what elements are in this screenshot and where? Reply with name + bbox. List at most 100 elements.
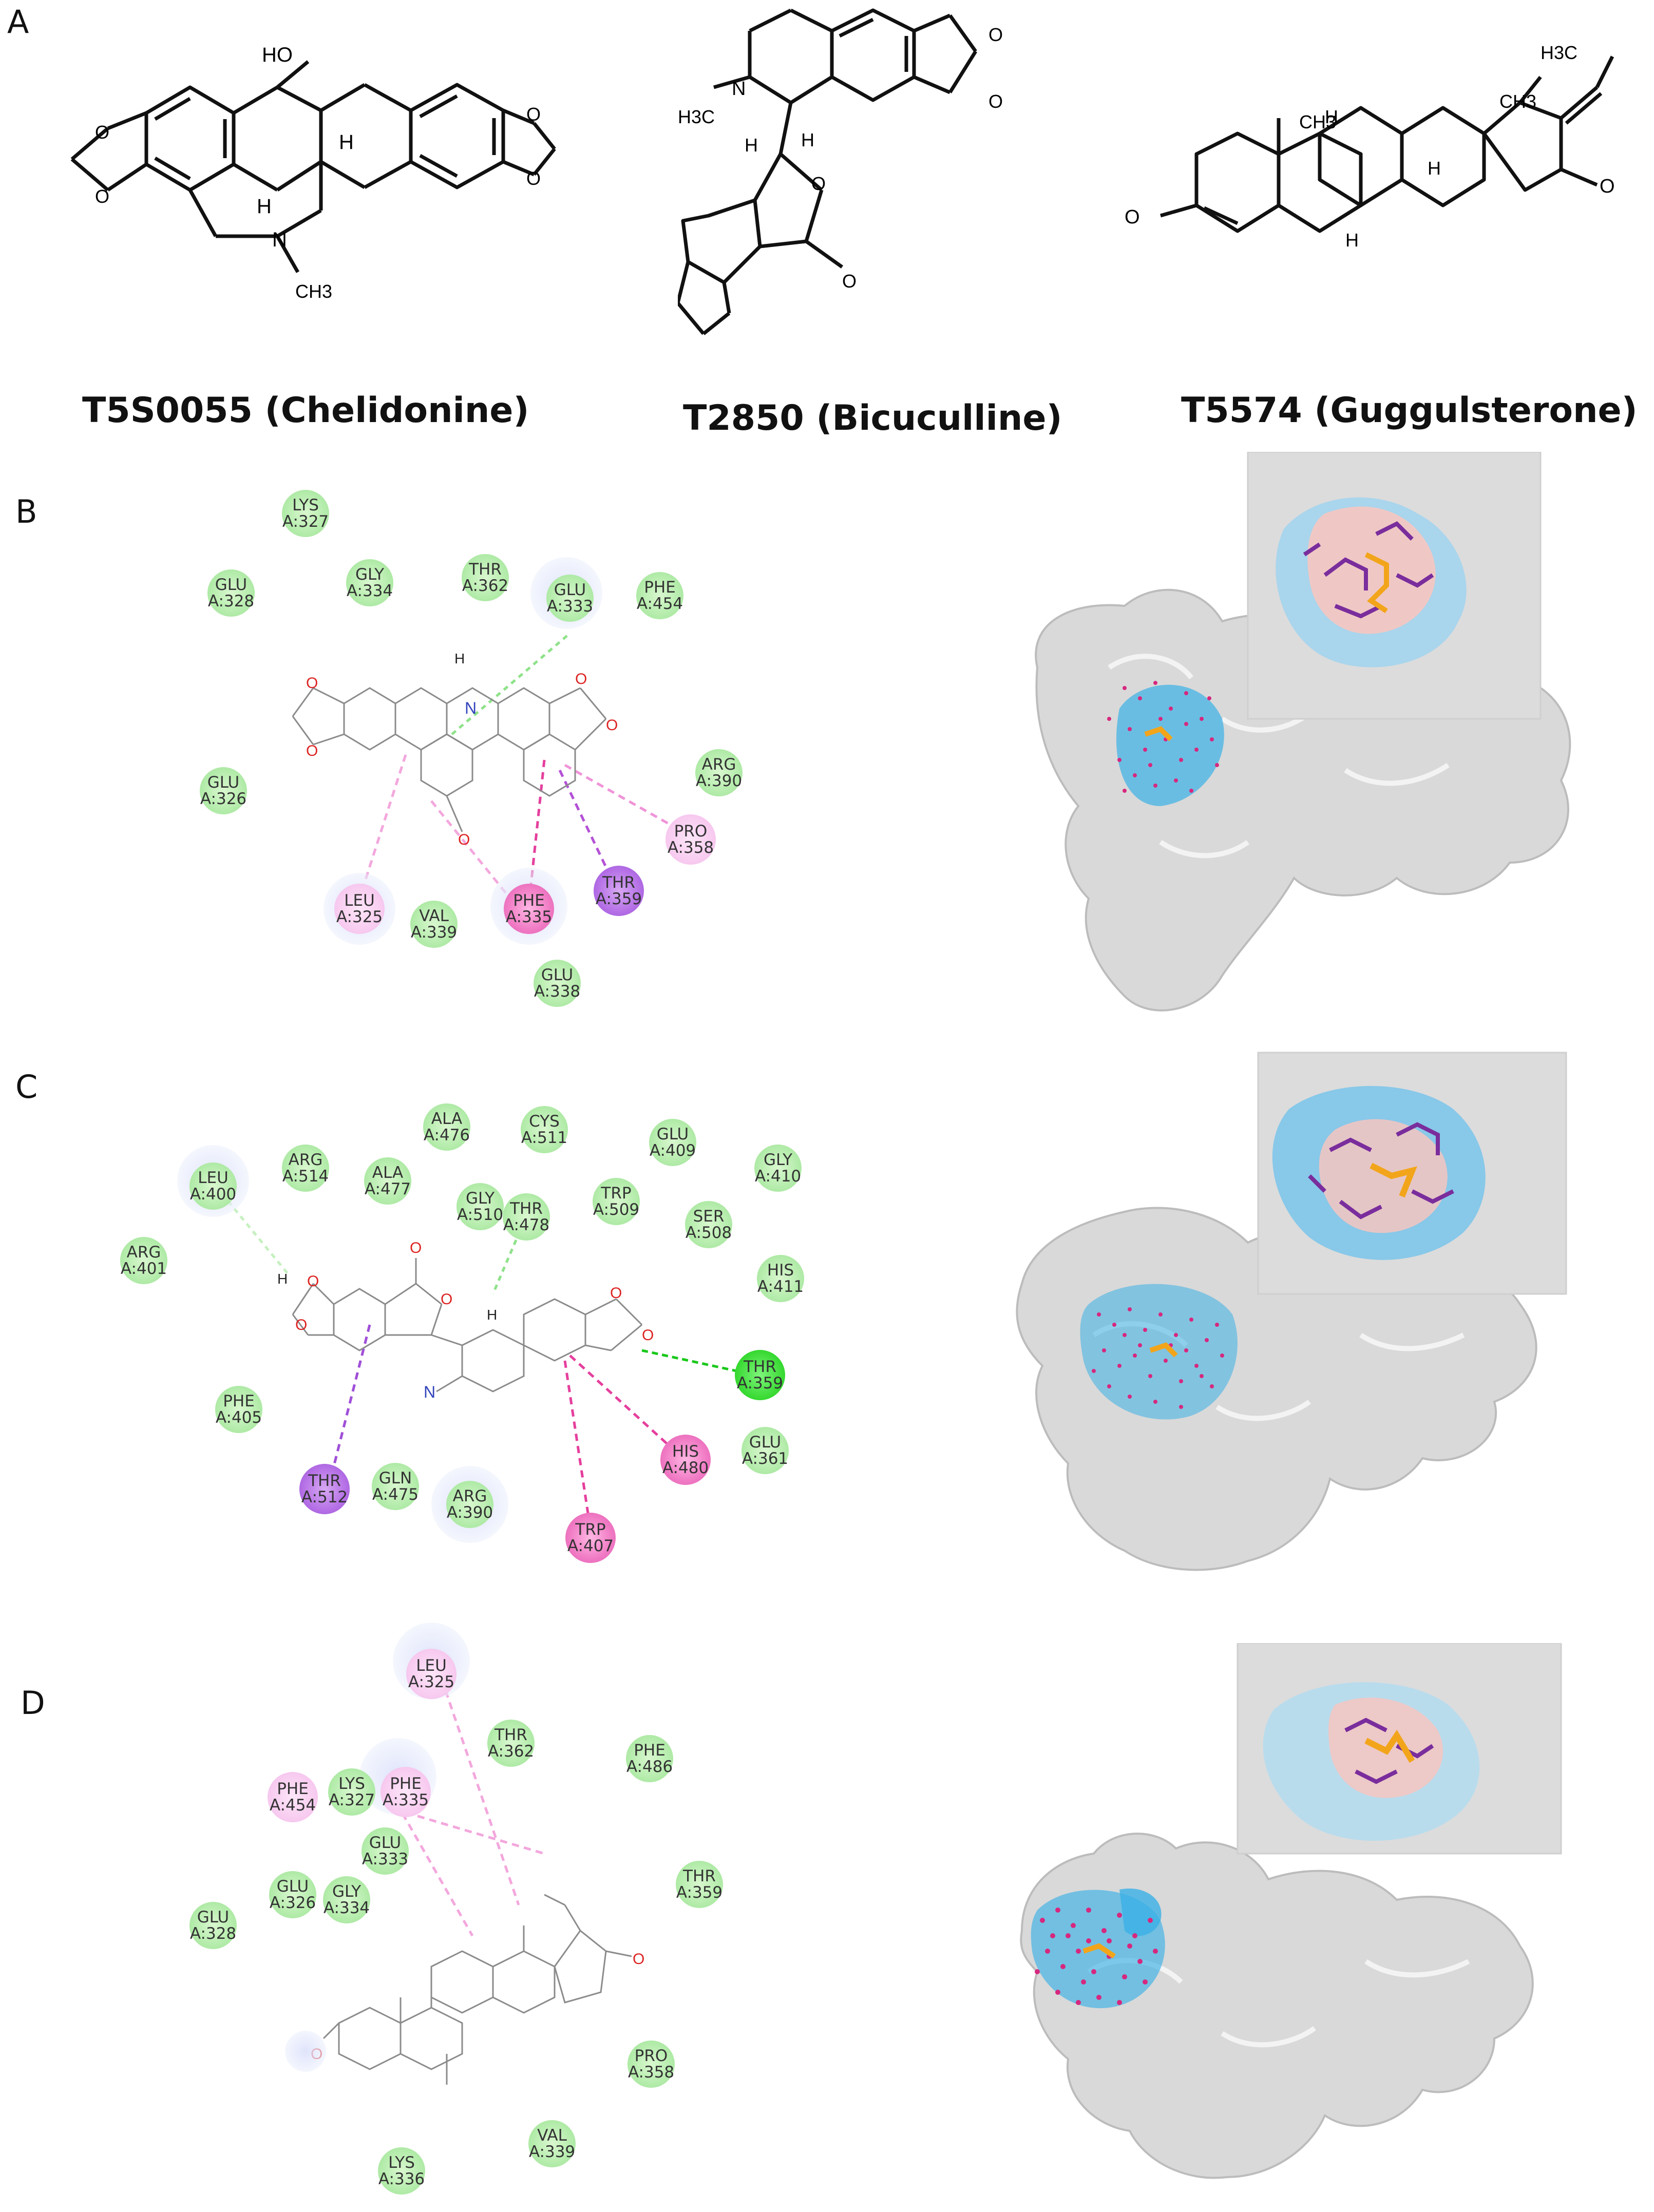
residue-thr-512: THR A:512	[299, 1464, 350, 1514]
guggulsterone-ch3-a-label: CH3	[1299, 111, 1336, 132]
panel-label-b: B	[15, 493, 37, 530]
residue-val-339: VAL A:339	[410, 901, 458, 948]
bicuculline-o1-label: O	[988, 24, 1003, 45]
residue-thr-359: THR A:359	[594, 866, 644, 916]
chelidonine-structure: HO H H N CH3 O O O O	[70, 44, 556, 302]
residue-phe-454: PHE A:454	[268, 1772, 318, 1822]
residue-glu-333: GLU A:333	[546, 575, 594, 622]
residue-cys-511: CYS A:511	[521, 1106, 568, 1153]
ligand-b-h-label: H	[454, 651, 465, 666]
guggulsterone-o1-label: O	[1125, 206, 1140, 228]
residue-ala-476: ALA A:476	[423, 1103, 470, 1151]
guggulsterone-h1-label: H	[1325, 106, 1338, 127]
residue-glu-409: GLU A:409	[649, 1119, 696, 1166]
residue-thr-362: THR A:362	[487, 1720, 535, 1767]
residue-arg-514: ARG A:514	[282, 1145, 329, 1192]
residue-thr-359: THR A:359	[676, 1861, 723, 1908]
residue-thr-359: THR A:359	[735, 1350, 785, 1400]
residue-trp-407: TRP A:407	[565, 1513, 616, 1563]
residue-arg-390: ARG A:390	[695, 749, 743, 796]
chelidonine-o4-label: O	[526, 168, 541, 189]
residue-val-339: VAL A:339	[528, 2120, 576, 2167]
chelidonine-h2-label: H	[257, 195, 272, 218]
caption-guggulsterone-id: T5574	[1181, 390, 1302, 431]
caption-bicuculline-name: (Bicuculline)	[816, 398, 1062, 438]
svg-text:O: O	[410, 1240, 422, 1256]
caption-chelidonine: T5S0055 (Chelidonine)	[82, 390, 529, 431]
guggulsterone-h2-label: H	[1428, 158, 1441, 179]
svg-text:O: O	[458, 831, 470, 848]
residue-phe-405: PHE A:405	[215, 1386, 262, 1433]
ligand-map-d: OO	[311, 1679, 644, 2085]
residue-glu-361: GLU A:361	[742, 1427, 789, 1474]
residue-glu-326: GLU A:326	[200, 767, 247, 814]
chelidonine-h1-label: H	[339, 131, 354, 154]
chelidonine-o2-label: O	[95, 186, 109, 207]
residue-leu-400: LEU A:400	[189, 1162, 237, 1210]
residue-lys-327: LYS A:327	[328, 1768, 375, 1816]
residue-leu-325: LEU A:325	[334, 884, 385, 934]
residue-gly-510: GLY A:510	[457, 1183, 504, 1230]
guggulsterone-o2-label: O	[1600, 176, 1615, 197]
halo	[285, 2031, 326, 2072]
panel-label-c: C	[15, 1068, 38, 1105]
ligand-c-n-label: N	[424, 1383, 435, 1401]
residue-glu-333: GLU A:333	[362, 1827, 409, 1875]
residue-thr-478: THR A:478	[503, 1193, 550, 1241]
residue-gly-410: GLY A:410	[754, 1145, 802, 1192]
residue-arg-401: ARG A:401	[120, 1237, 167, 1284]
protein-surface-d	[1020, 1643, 1562, 2179]
bicuculline-h1-label: H	[801, 129, 814, 150]
ligand-map-c: O O O O O O N H H	[215, 1185, 761, 1531]
residue-lys-327: LYS A:327	[282, 490, 329, 537]
bicuculline-o4-label: O	[842, 271, 857, 292]
residue-gln-475: GLN A:475	[372, 1463, 419, 1510]
svg-text:O: O	[575, 671, 587, 688]
residue-gly-334: GLY A:334	[323, 1876, 370, 1923]
bicuculline-structure: O O N H3C H H O O	[678, 8, 1003, 335]
caption-guggulsterone-name: (Guggulsterone)	[1314, 390, 1638, 431]
caption-chelidonine-name: (Chelidonine)	[264, 390, 529, 431]
residue-pro-358: PRO A:358	[666, 814, 716, 865]
chelidonine-ch3-label: CH3	[295, 281, 332, 302]
ligand-map-b: O O O O O N H	[292, 633, 684, 910]
residue-thr-362: THR A:362	[462, 554, 509, 601]
bicuculline-n-label: N	[732, 78, 746, 100]
ligand-b-n-label: N	[465, 699, 477, 717]
residue-glu-328: GLU A:328	[207, 569, 255, 617]
residue-phe-454: PHE A:454	[636, 572, 683, 619]
panel-label-d: D	[21, 1684, 45, 1722]
svg-text:O: O	[307, 1273, 319, 1290]
chelidonine-o3-label: O	[526, 104, 541, 125]
ligand-c-h2-label: H	[277, 1271, 288, 1287]
svg-text:O: O	[633, 1951, 644, 1968]
residue-his-480: HIS A:480	[660, 1435, 711, 1485]
residue-pro-358: PRO A:358	[628, 2041, 675, 2088]
guggulsterone-h3c-label: H3C	[1541, 42, 1577, 63]
residue-ala-477: ALA A:477	[364, 1157, 411, 1205]
guggulsterone-ch3-b-label: CH3	[1499, 91, 1536, 112]
svg-text:O: O	[606, 717, 618, 734]
chelidonine-o1-label: O	[95, 122, 109, 143]
caption-chelidonine-id: T5S0055	[82, 390, 253, 431]
residue-lys-336: LYS A:336	[378, 2147, 425, 2195]
caption-bicuculline: T2850 (Bicuculline)	[683, 398, 1062, 438]
residue-phe-335: PHE A:335	[381, 1767, 431, 1817]
bicuculline-h2-label: H	[745, 135, 758, 156]
chelidonine-ho-label: HO	[262, 44, 293, 66]
svg-text:O: O	[642, 1327, 654, 1344]
residue-arg-390: ARG A:390	[446, 1481, 493, 1528]
svg-text:O: O	[306, 675, 318, 692]
caption-guggulsterone: T5574 (Guggulsterone)	[1181, 390, 1638, 431]
ligand-c-h-label: H	[487, 1307, 497, 1323]
residue-ser-508: SER A:508	[685, 1201, 732, 1248]
residue-trp-509: TRP A:509	[593, 1178, 640, 1225]
residue-his-411: HIS A:411	[757, 1255, 804, 1302]
bicuculline-h3c-label: H3C	[678, 106, 715, 127]
protein-surface-b	[1035, 452, 1571, 1012]
caption-bicuculline-id: T2850	[683, 398, 804, 438]
residue-phe-486: PHE A:486	[626, 1735, 673, 1782]
protein-surface-c	[1016, 1052, 1567, 1571]
residue-glu-326: GLU A:326	[269, 1871, 316, 1918]
residue-gly-334: GLY A:334	[346, 559, 393, 606]
